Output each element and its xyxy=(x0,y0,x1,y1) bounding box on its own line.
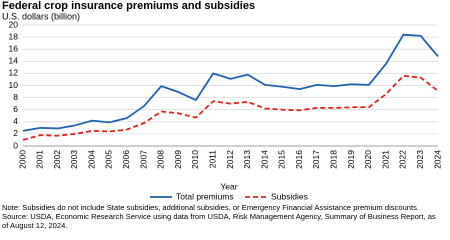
y-tick-label: 8 xyxy=(13,92,18,102)
x-axis-label: Year xyxy=(220,181,237,191)
y-tick-label: 4 xyxy=(13,116,18,126)
x-tick-label: 2011 xyxy=(207,150,217,169)
chart: Federal crop insurance premiums and subs… xyxy=(2,0,442,230)
x-tick-label: 2000 xyxy=(17,150,27,169)
x-tick-label: 2002 xyxy=(52,150,62,169)
x-tick-label: 2016 xyxy=(294,150,304,169)
x-tick-label: 2018 xyxy=(329,150,339,169)
note: Note: Subsidies do not include State sub… xyxy=(2,203,419,212)
x-tick-label: 2023 xyxy=(415,150,425,169)
x-tick-label: 2009 xyxy=(173,150,183,169)
legend-label: Subsidies xyxy=(271,191,308,201)
chart-title: Federal crop insurance premiums and subs… xyxy=(2,0,255,12)
note: Source: USDA, Economic Research Service … xyxy=(2,212,436,221)
y-tick-label: 10 xyxy=(9,80,19,90)
x-tick-label: 2001 xyxy=(35,150,45,169)
series-line xyxy=(22,74,439,141)
x-tick-label: 2008 xyxy=(156,150,166,169)
x-tick-label: 2004 xyxy=(86,150,96,169)
x-tick-label: 2005 xyxy=(104,150,114,169)
x-tick-label: 2021 xyxy=(380,150,390,169)
x-tick-label: 2022 xyxy=(398,150,408,169)
y-tick-label: 16 xyxy=(9,43,19,53)
x-tick-label: 2013 xyxy=(242,150,252,169)
x-tick-label: 2003 xyxy=(69,150,79,169)
x-tick-label: 2010 xyxy=(190,150,200,169)
y-tick-label: 0 xyxy=(13,140,18,150)
legend-label: Total premiums xyxy=(176,191,234,201)
y-tick-label: 20 xyxy=(9,19,19,29)
y-tick-label: 6 xyxy=(13,104,18,114)
x-tick-label: 2019 xyxy=(346,150,356,169)
y-tick-label: 2 xyxy=(13,128,18,138)
chart-subtitle: U.S. dollars (billion) xyxy=(2,11,80,21)
y-tick-label: 12 xyxy=(9,68,19,78)
x-tick-label: 2017 xyxy=(311,150,321,169)
note: of August 12, 2024. xyxy=(2,221,67,230)
x-tick-label: 2024 xyxy=(432,150,442,169)
x-tick-label: 2014 xyxy=(259,150,269,169)
x-tick-label: 2012 xyxy=(225,150,235,169)
x-tick-label: 2015 xyxy=(277,150,287,169)
y-tick-label: 14 xyxy=(9,56,19,66)
x-tick-label: 2006 xyxy=(121,150,131,169)
x-tick-label: 2020 xyxy=(363,150,373,169)
y-tick-label: 18 xyxy=(9,31,19,41)
series-line xyxy=(22,33,439,132)
x-tick-label: 2007 xyxy=(138,150,148,169)
